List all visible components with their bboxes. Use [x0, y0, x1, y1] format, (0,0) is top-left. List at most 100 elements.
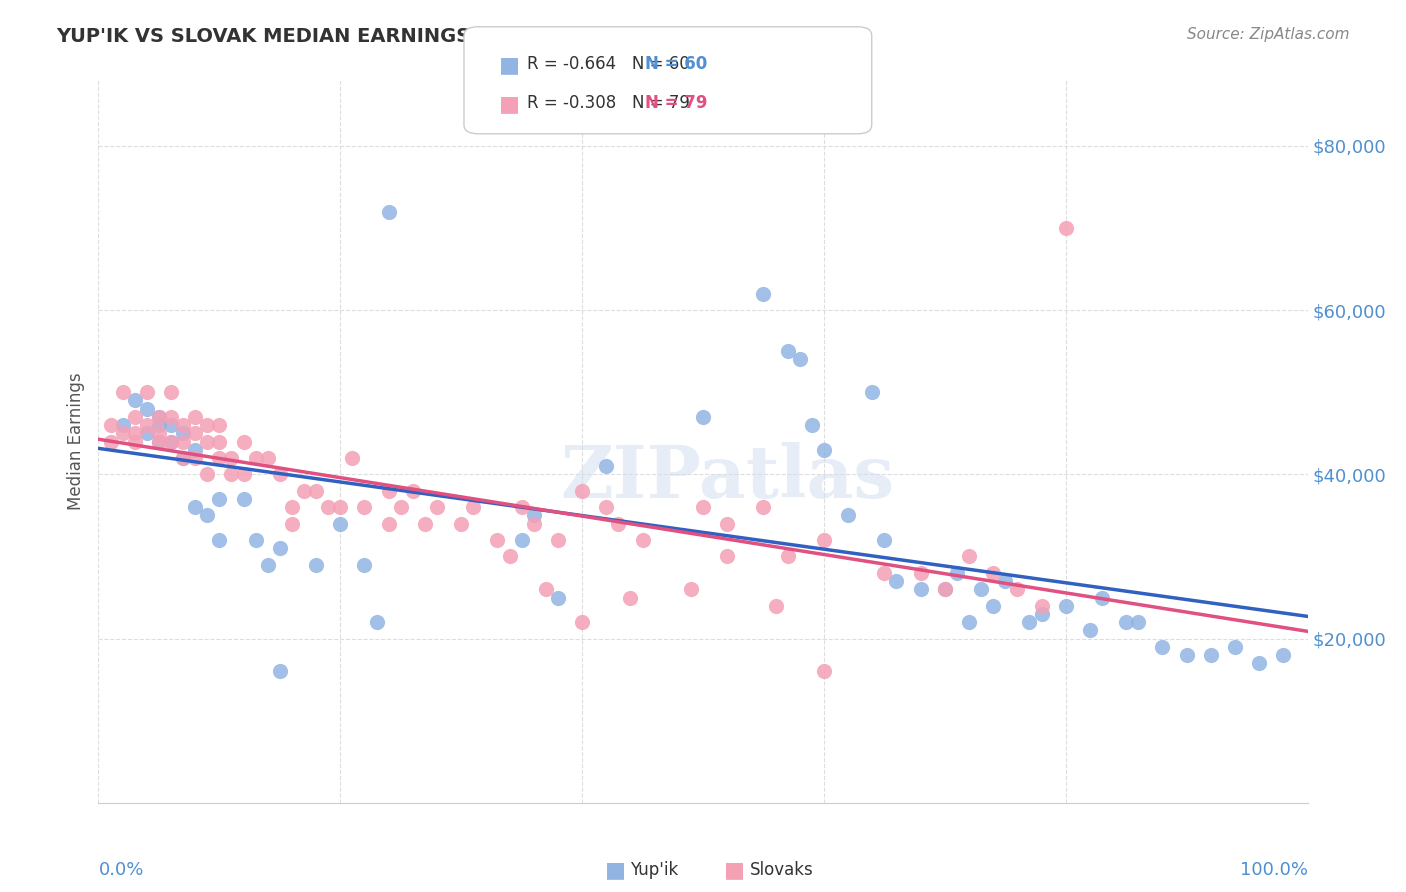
- Point: [377, 483, 399, 498]
- Point: [910, 582, 932, 597]
- Point: [160, 418, 183, 433]
- Point: [716, 516, 738, 531]
- Point: [619, 591, 641, 605]
- Point: [692, 409, 714, 424]
- Point: [1152, 640, 1174, 654]
- Point: [172, 418, 194, 433]
- Point: [232, 434, 254, 449]
- Point: [1128, 615, 1150, 630]
- Point: [510, 533, 533, 547]
- Point: [765, 599, 787, 613]
- Point: [208, 491, 231, 506]
- Point: [1007, 582, 1029, 597]
- Text: 0.0%: 0.0%: [98, 861, 143, 879]
- Text: N = 79: N = 79: [645, 94, 707, 112]
- Point: [1199, 648, 1222, 662]
- Point: [172, 450, 194, 465]
- Point: [1272, 648, 1295, 662]
- Point: [221, 450, 243, 465]
- Point: [571, 483, 593, 498]
- Point: [111, 385, 134, 400]
- Point: [1115, 615, 1137, 630]
- Text: Source: ZipAtlas.com: Source: ZipAtlas.com: [1187, 27, 1350, 42]
- Point: [292, 483, 315, 498]
- Point: [111, 418, 134, 433]
- Point: [752, 286, 775, 301]
- Point: [208, 434, 231, 449]
- Point: [486, 533, 509, 547]
- Point: [873, 566, 896, 580]
- Point: [281, 500, 304, 515]
- Point: [776, 549, 799, 564]
- Point: [232, 491, 254, 506]
- Point: [813, 665, 835, 679]
- Point: [523, 516, 546, 531]
- Point: [595, 500, 617, 515]
- Point: [100, 434, 122, 449]
- Point: [148, 418, 170, 433]
- Point: [957, 549, 980, 564]
- Text: ■: ■: [499, 94, 520, 113]
- Text: N = 60: N = 60: [645, 55, 707, 73]
- Point: [329, 516, 352, 531]
- Text: R = -0.308   N = 79: R = -0.308 N = 79: [527, 94, 690, 112]
- Point: [547, 591, 569, 605]
- Point: [789, 352, 811, 367]
- Point: [135, 401, 157, 416]
- Point: [353, 500, 375, 515]
- Point: [1223, 640, 1246, 654]
- Y-axis label: Median Earnings: Median Earnings: [66, 373, 84, 510]
- Point: [269, 541, 291, 556]
- Point: [184, 409, 207, 424]
- Point: [100, 418, 122, 433]
- Point: [1054, 221, 1077, 235]
- Point: [886, 574, 908, 588]
- Point: [256, 450, 278, 465]
- Point: [353, 558, 375, 572]
- Point: [547, 533, 569, 547]
- Point: [184, 500, 207, 515]
- Text: ■: ■: [605, 860, 626, 880]
- Point: [135, 385, 157, 400]
- Point: [269, 665, 291, 679]
- Point: [208, 450, 231, 465]
- Point: [305, 483, 328, 498]
- Point: [679, 582, 702, 597]
- Point: [111, 426, 134, 441]
- Point: [450, 516, 472, 531]
- Point: [402, 483, 425, 498]
- Point: [135, 426, 157, 441]
- Point: [148, 409, 170, 424]
- Point: [813, 533, 835, 547]
- Point: [873, 533, 896, 547]
- Point: [994, 574, 1017, 588]
- Point: [148, 434, 170, 449]
- Point: [413, 516, 436, 531]
- Point: [329, 500, 352, 515]
- Point: [776, 344, 799, 359]
- Point: [800, 418, 823, 433]
- Point: [148, 426, 170, 441]
- Point: [1031, 607, 1053, 621]
- Point: [245, 533, 267, 547]
- Point: [510, 500, 533, 515]
- Point: [305, 558, 328, 572]
- Point: [195, 434, 218, 449]
- Point: [245, 450, 267, 465]
- Point: [195, 508, 218, 523]
- Point: [172, 434, 194, 449]
- Point: [692, 500, 714, 515]
- Point: [426, 500, 449, 515]
- Point: [124, 426, 146, 441]
- Text: YUP'IK VS SLOVAK MEDIAN EARNINGS CORRELATION CHART: YUP'IK VS SLOVAK MEDIAN EARNINGS CORRELA…: [56, 27, 711, 45]
- Point: [389, 500, 412, 515]
- Point: [957, 615, 980, 630]
- Text: 100.0%: 100.0%: [1240, 861, 1308, 879]
- Point: [160, 385, 183, 400]
- Point: [910, 566, 932, 580]
- Point: [981, 566, 1004, 580]
- Point: [366, 615, 388, 630]
- Point: [160, 434, 183, 449]
- Point: [970, 582, 993, 597]
- Point: [498, 549, 520, 564]
